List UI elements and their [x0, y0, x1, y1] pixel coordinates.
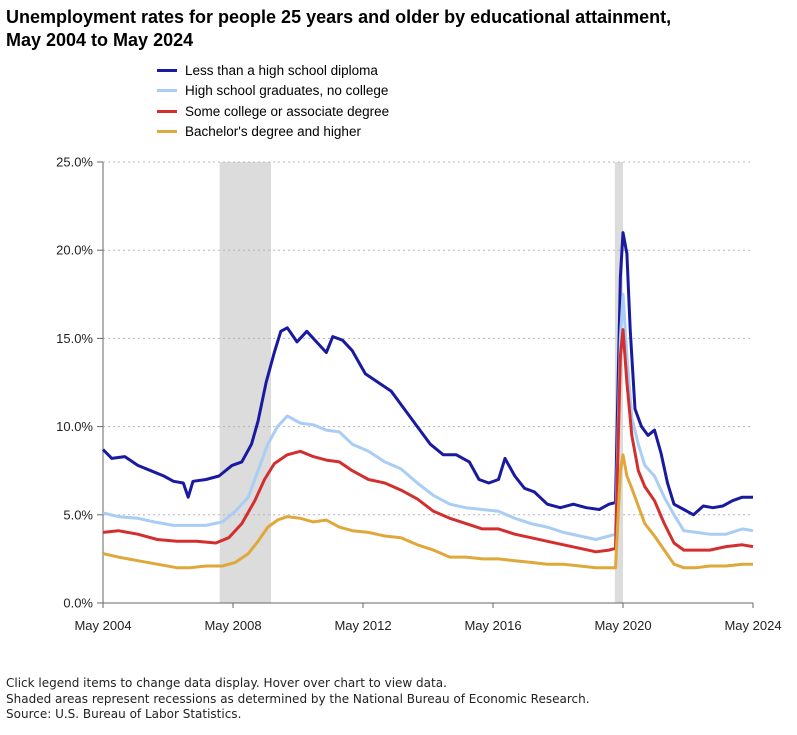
legend-item-less-than-high-school[interactable]: Less than a high school diploma [157, 60, 389, 81]
legend-label-bachelors-and-higher: Bachelor's degree and higher [185, 124, 361, 140]
y-tick-label-4: 20.0% [56, 243, 93, 258]
y-tick-label-3: 15.0% [56, 331, 93, 346]
chart-title: Unemployment rates for people 25 years a… [6, 7, 672, 50]
recession-shading [219, 162, 623, 603]
legend-item-high-school-graduates[interactable]: High school graduates, no college [157, 81, 389, 102]
footer-notes: Click legend items to change data displa… [6, 676, 590, 723]
axes: 0.0% 5.0% 10.0% 15.0% 20.0% 25.0% May 2004 May … [56, 155, 781, 634]
legend-label-less-than-high-school: Less than a high school diploma [185, 62, 378, 78]
gridlines [103, 161, 753, 516]
footer-source: Source: U.S. Bureau of Labor Statistics. [6, 707, 242, 721]
legend-label-some-college: Some college or associate degree [185, 103, 390, 119]
series-line-3[interactable] [102, 328, 754, 554]
y-tick-label-0: 0.0% [63, 596, 93, 611]
x-tick-label-1: May 2008 [204, 618, 261, 633]
series-line-4[interactable] [102, 453, 753, 570]
legend-swatch-bachelors-and-higher [157, 130, 177, 134]
y-tick-label-1: 5.0% [63, 507, 93, 522]
x-tick-label-3: May 2016 [464, 618, 521, 633]
footer-recession-note: Shaded areas represent recessions as det… [6, 691, 590, 706]
series-lines[interactable] [101, 231, 754, 570]
series-line-1[interactable] [101, 231, 753, 517]
y-tick-label-2: 10.0% [56, 419, 93, 434]
x-tick-label-5: May 2024 [724, 618, 781, 633]
legend: Less than a high school diploma High sch… [157, 60, 389, 142]
legend-swatch-some-college [157, 109, 177, 113]
x-tick-label-2: May 2012 [334, 618, 391, 633]
series-line-2[interactable] [102, 292, 754, 541]
legend-item-bachelors-and-higher[interactable]: Bachelor's degree and higher [157, 122, 389, 143]
x-tick-label-4: May 2020 [594, 618, 651, 633]
legend-swatch-high-school-graduates [157, 89, 177, 93]
footer-instructions: Click legend items to change data displa… [6, 676, 447, 690]
x-tick-label-0: May 2004 [74, 618, 131, 633]
recession-band-1 [219, 162, 272, 603]
legend-label-high-school-graduates: High school graduates, no college [185, 83, 389, 99]
legend-item-some-college[interactable]: Some college or associate degree [157, 101, 389, 122]
legend-swatch-less-than-high-school [157, 68, 177, 72]
y-tick-label-5: 25.0% [56, 155, 93, 170]
